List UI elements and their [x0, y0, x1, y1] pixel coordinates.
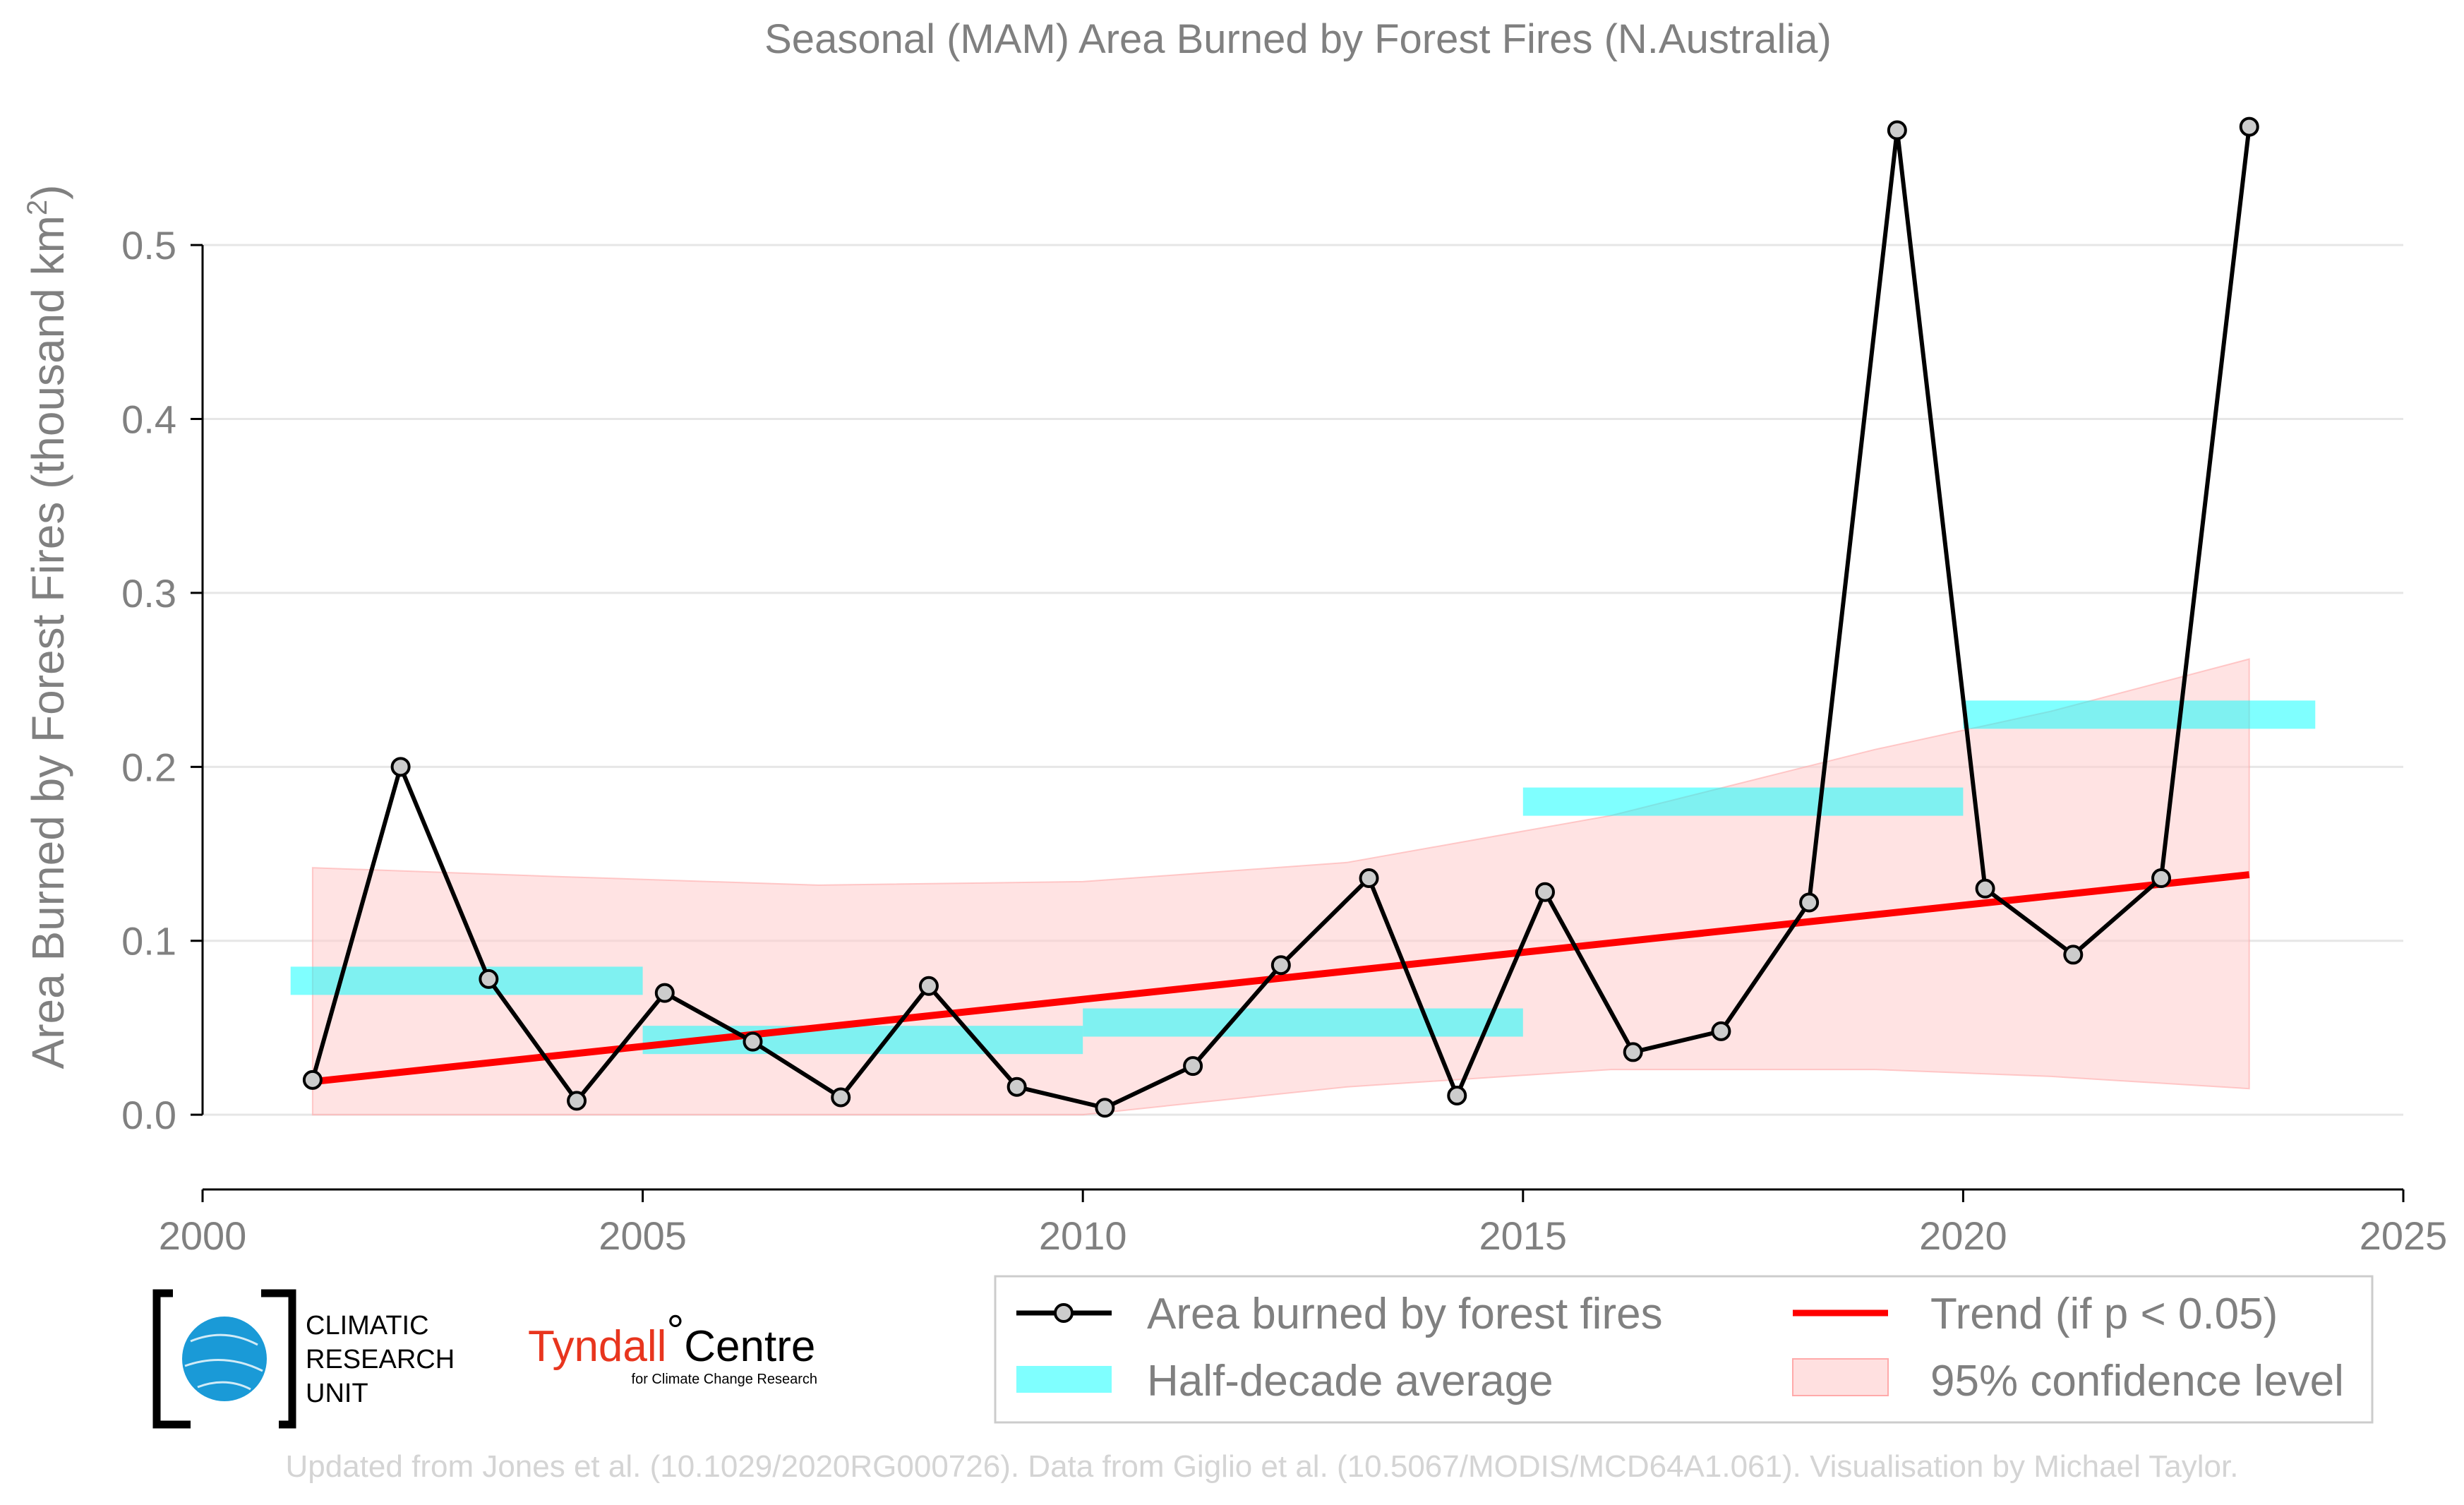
cru-globe-icon — [182, 1317, 267, 1401]
cru-logo-bracket-right — [261, 1289, 296, 1429]
x-tick-label-3: 2015 — [1479, 1213, 1568, 1258]
tyndall-logo-degree: ° — [666, 1307, 684, 1355]
legend-label-half-decade: Half-decade average — [1147, 1357, 1553, 1405]
trend-line — [312, 871, 2250, 1086]
confidence-band — [311, 658, 2250, 1116]
data-point-10 — [1183, 1056, 1203, 1077]
confidence-band-area — [311, 658, 2250, 1116]
tyndall-logo-text: Tyndall°Centre — [528, 1307, 815, 1371]
x-tick-label-4: 2020 — [1919, 1213, 2007, 1258]
tyndall-logo-subtitle: for Climate Change Research — [632, 1372, 817, 1387]
data-point-20 — [2063, 945, 2084, 965]
data-point-11 — [1270, 955, 1291, 976]
half-decade-bar-2 — [1083, 1008, 1523, 1037]
data-point-9 — [1095, 1098, 1115, 1118]
cru-logo-line-2: RESEARCH — [306, 1345, 455, 1374]
legend-label-confidence: 95% confidence level — [1930, 1357, 2344, 1405]
x-tick-label-2: 2010 — [1039, 1213, 1127, 1258]
legend-swatch-marker — [1054, 1303, 1074, 1323]
half-decade-bar-0 — [290, 966, 643, 995]
y-tick-label-0: 0.0 — [121, 1093, 176, 1137]
y-axis-label-superscript: 2 — [22, 200, 53, 215]
data-point-6 — [831, 1087, 851, 1108]
data-point-19 — [1975, 878, 1995, 899]
data-point-17 — [1799, 892, 1820, 913]
cru-globe-swirl — [184, 1333, 263, 1391]
footer-credits: Updated from Jones et al. (10.1029/2020R… — [286, 1449, 2239, 1484]
data-point-16 — [1711, 1021, 1731, 1041]
axes: 0.0 0.1 0.2 0.3 0.4 0.5 2000 2005 2010 2015 2020 20… — [121, 223, 2447, 1258]
cru-logo-bracket-left — [152, 1289, 191, 1429]
trend-line-group — [312, 871, 2250, 1086]
legend-box — [994, 1275, 2374, 1424]
chart-title: Seasonal (MAM) Area Burned by Forest Fir… — [764, 16, 1832, 62]
legend: Area burned by forest fires Half-decade … — [994, 1275, 2374, 1424]
cru-logo: CLIMATIC RESEARCH UNIT — [152, 1289, 455, 1429]
data-point-21 — [2151, 868, 2172, 889]
x-tick-label-5: 2025 — [2360, 1213, 2448, 1258]
y-tick-label-5: 0.5 — [121, 223, 176, 268]
y-axis-label-main: Area Burned by Forest Fires (thousand km — [23, 215, 73, 1069]
x-tick-label-1: 2005 — [599, 1213, 687, 1258]
cru-logo-line-1: CLIMATIC — [306, 1311, 429, 1341]
y-axis-label-end: ) — [23, 185, 73, 200]
half-decade-bar-4 — [1963, 700, 2316, 729]
half-decade-bars — [290, 700, 2316, 1055]
data-point-7 — [918, 976, 939, 996]
data-point-13 — [1447, 1086, 1467, 1106]
tyndall-logo-red: Tyndall — [528, 1322, 666, 1371]
half-decade-bar-3 — [1522, 787, 1964, 816]
data-point-2 — [479, 969, 499, 989]
y-tick-label-3: 0.3 — [121, 571, 176, 616]
data-point-15 — [1623, 1042, 1643, 1062]
cru-logo-line-3: UNIT — [306, 1379, 368, 1408]
legend-swatch-half-decade — [1016, 1366, 1112, 1393]
data-point-3 — [567, 1091, 587, 1111]
tyndall-logo: Tyndall°Centre for Climate Change Resear… — [528, 1307, 817, 1387]
data-point-8 — [1006, 1077, 1027, 1097]
y-tick-label-1: 0.1 — [121, 919, 176, 964]
data-point-22 — [2239, 116, 2259, 137]
data-point-14 — [1534, 882, 1555, 902]
data-point-0 — [302, 1069, 323, 1090]
tyndall-logo-black: Centre — [684, 1322, 815, 1371]
data-point-5 — [743, 1031, 763, 1052]
legend-label-trend: Trend (if p < 0.05) — [1930, 1290, 2278, 1338]
data-point-18 — [1887, 120, 1907, 140]
data-point-1 — [390, 757, 411, 777]
y-tick-label-2: 0.2 — [121, 745, 176, 789]
x-tick-label-0: 2000 — [159, 1213, 247, 1258]
legend-label-area-burned: Area burned by forest fires — [1147, 1290, 1663, 1338]
data-point-12 — [1359, 868, 1379, 889]
legend-swatch-confidence — [1792, 1358, 1889, 1396]
data-point-4 — [654, 983, 675, 1003]
y-tick-label-4: 0.4 — [121, 397, 176, 442]
area-burned-points — [302, 116, 2259, 1118]
y-axis-label: Area Burned by Forest Fires (thousand km… — [22, 185, 73, 1069]
